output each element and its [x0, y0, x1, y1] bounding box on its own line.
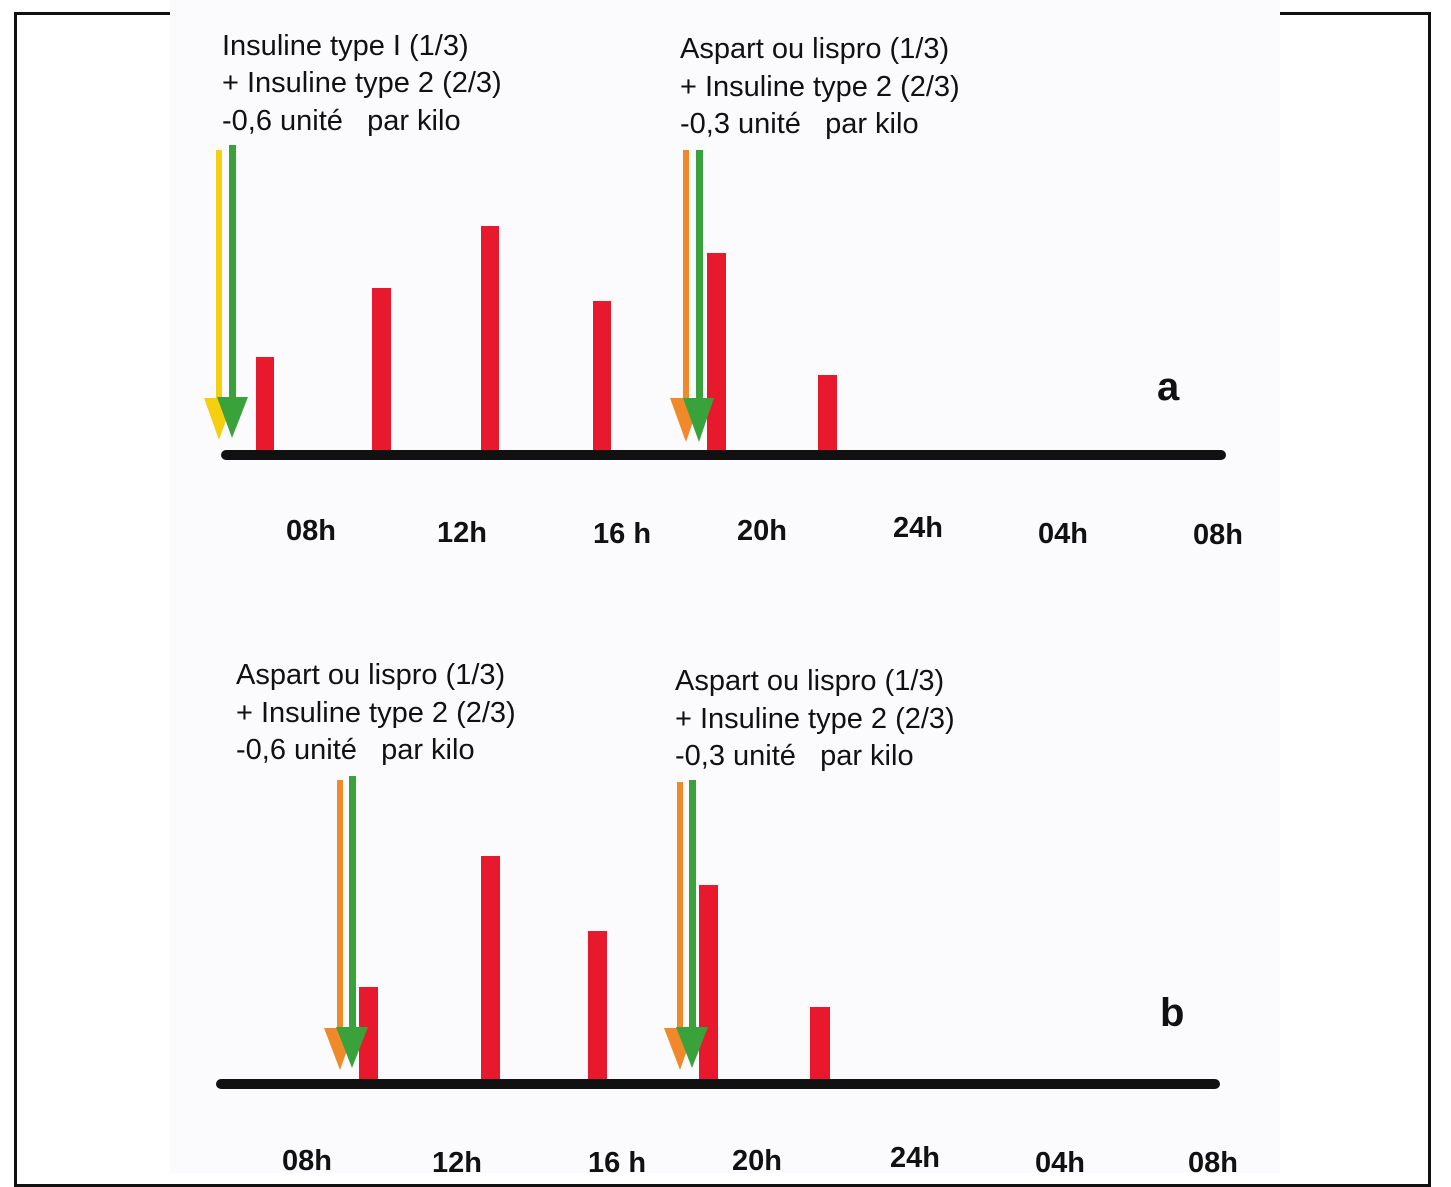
panel-a: Insuline type I (1/3) + Insuline type 2 …	[204, 30, 1243, 551]
panel-b-tick-3: 16 h	[588, 1147, 646, 1173]
panel-a-injection-1-line-1: Insuline type I (1/3)	[222, 30, 469, 62]
panel-a-injection-2-line-2: + Insuline type 2 (2/3)	[680, 71, 960, 103]
panel-b-tick-6: 04h	[1035, 1147, 1085, 1173]
panel-a-meal-bar-6	[818, 375, 837, 453]
panel-b-label: b	[1160, 991, 1184, 1035]
panel-a-tick-6: 04h	[1038, 518, 1088, 550]
panel-b-injection-2-line-2: + Insuline type 2 (2/3)	[675, 703, 955, 735]
panel-b-meal-bar-4	[699, 885, 718, 1081]
panel-b-injection-1-line-1: Aspart ou lispro (1/3)	[236, 659, 505, 691]
panel-b-injection-2-line-3: -0,3 unité par kilo	[675, 740, 914, 772]
panel-b-tick-2: 12h	[432, 1147, 482, 1173]
panel-b-injection-arrow-green-1	[336, 776, 368, 1068]
panel-b-meal-bar-3	[588, 931, 607, 1081]
panel-a-tick-7: 08h	[1193, 519, 1243, 551]
panel-a-tick-2: 12h	[437, 517, 487, 549]
panel-b-meal-bar-5	[810, 1007, 830, 1081]
panel-a-injection-2-line-1: Aspart ou lispro (1/3)	[680, 33, 949, 65]
panel-a-injection-1-line-3: -0,6 unité par kilo	[222, 105, 461, 137]
panel-a-meal-bar-3	[481, 226, 499, 453]
panel-a-injection-arrow-green-2	[683, 150, 714, 442]
panel-b-meal-bar-2	[481, 856, 500, 1081]
panel-b-tick-5: 24h	[890, 1142, 940, 1173]
panel-a-tick-5: 24h	[893, 512, 943, 544]
panel-b-injection-1-line-3: -0,6 unité par kilo	[236, 734, 475, 766]
panel-a-meal-bar-5	[707, 253, 726, 453]
panel-b-tick-7: 08h	[1188, 1147, 1238, 1173]
panel-a-meal-bar-2	[372, 288, 391, 453]
panel-b-injection-arrow-green-2	[676, 780, 708, 1068]
panel-a-injection-arrow-green-1	[217, 145, 248, 438]
panel-a-meal-bar-1	[256, 357, 274, 453]
panel-a-tick-3: 16 h	[593, 518, 651, 550]
panel-b-injection-1-line-2: + Insuline type 2 (2/3)	[236, 697, 516, 729]
panel-a-label: a	[1157, 365, 1180, 409]
panel-b-tick-4: 20h	[732, 1145, 782, 1173]
panel-a-tick-4: 20h	[737, 515, 787, 547]
panel-b: Aspart ou lispro (1/3) + Insuline type 2…	[216, 659, 1238, 1173]
panel-a-tick-1: 08h	[286, 515, 336, 547]
panel-b-tick-1: 08h	[282, 1145, 332, 1173]
panel-a-injection-2-line-3: -0,3 unité par kilo	[680, 108, 919, 140]
panel-b-injection-2-line-1: Aspart ou lispro (1/3)	[675, 665, 944, 697]
panel-a-meal-bar-4	[593, 301, 611, 453]
panel-a-injection-1-line-2: + Insuline type 2 (2/3)	[222, 67, 502, 99]
panel-b-meal-bar-1	[359, 987, 378, 1081]
